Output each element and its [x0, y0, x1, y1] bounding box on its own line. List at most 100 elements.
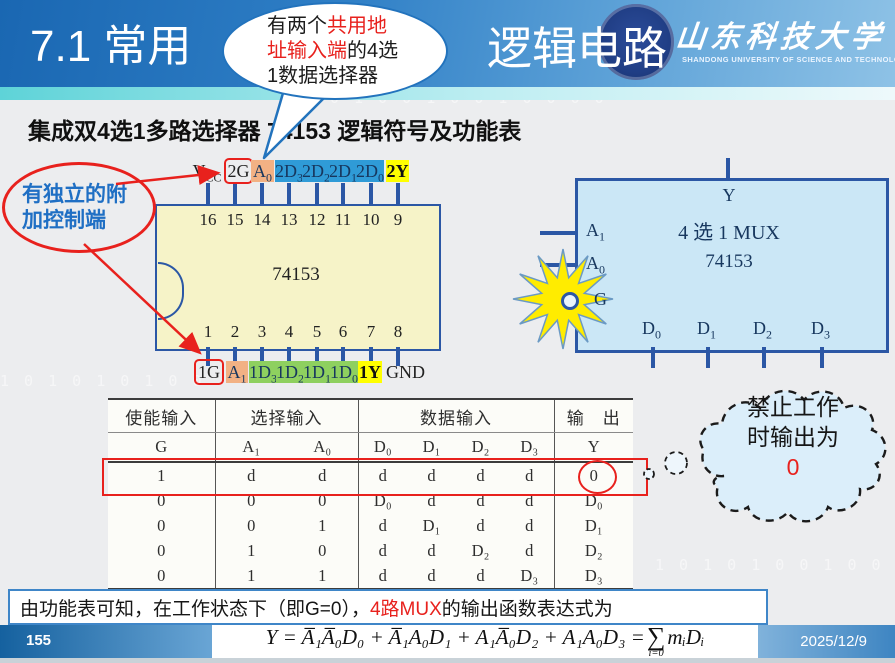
pin-label-1d1: 1D1: [303, 361, 331, 386]
pin-number: 16: [199, 210, 217, 229]
formula-lhs: Y = A̅₁A̅₀D₀ + A̅₁A₀D₁ + A₁A̅₀D₂ + A₁A₀D…: [265, 624, 645, 649]
speech-bubble-text: 有两个共用地址输入端的4选1数据选择器: [267, 14, 399, 87]
pin-number: 7: [366, 322, 376, 341]
pin-label-1d3: 1D3: [249, 361, 277, 386]
thought-cloud: [699, 389, 887, 523]
speech-bubble: 有两个共用地址输入端的4选1数据选择器: [222, 2, 448, 100]
pin-label-2d0: 2D0: [356, 160, 384, 185]
header-divider-strip: [0, 87, 895, 100]
background-pattern: 1 0 1 0 1 0 1 0 0: [0, 372, 205, 390]
chip-74153-body: [155, 204, 441, 351]
pin-number: 1: [203, 322, 213, 341]
pin-stub: [369, 347, 373, 366]
pin-number: 13: [280, 210, 298, 229]
mux-symbol-box: [575, 178, 889, 353]
table-group-header-row: 使能输入 选择输入 数据输入 输 出: [108, 399, 633, 433]
thought-cloud-text: 禁止工作 时输出为 0: [712, 392, 874, 482]
pin-number: 8: [393, 322, 403, 341]
page-number: 155: [26, 632, 52, 649]
mux-data-stub: [651, 347, 655, 368]
pin-label-a1: A1: [226, 361, 248, 386]
highlight-output-zero: [578, 460, 617, 494]
table-column-header-row: G A₁ A₀ D₀ D₁ D₂ D₃ Y: [108, 432, 633, 463]
mux-output-stub: [726, 158, 730, 178]
pin-label-1d2: 1D2: [276, 361, 304, 386]
callout-independent-control: 有独立的附加控制端: [2, 162, 156, 253]
page-title-left: 7.1 常用: [30, 22, 192, 71]
highlight-disabled-row: [102, 458, 648, 496]
header-banner: [0, 0, 895, 87]
pin-label-1y: 1Y: [358, 361, 382, 383]
mux-title: 4 选 1 MUX: [678, 222, 780, 244]
mux-label-d0: D0: [642, 318, 661, 342]
pin-stub: [233, 183, 237, 204]
pin-label-2g: 2G: [224, 158, 253, 184]
chip-name: 74153: [272, 264, 320, 285]
pin-number: 4: [284, 322, 294, 341]
pin-number: 14: [253, 210, 271, 229]
formula-rhs: mᵢDᵢ: [667, 624, 705, 649]
pin-stub: [287, 183, 291, 204]
bottom-strip: [0, 658, 895, 663]
pin-number: 12: [308, 210, 326, 229]
pin-stub: [341, 183, 345, 204]
mux-data-stub: [762, 347, 766, 368]
pin-stub: [315, 183, 319, 204]
conclusion-text: 由功能表可知，在工作状态下（即G=0），4路MUX的输出函数表达式为: [8, 589, 768, 625]
pin-stub: [396, 183, 400, 204]
table-row: 0 0 1 d D₁ d d D₁: [108, 513, 633, 538]
mux-input-stub-a0: [540, 263, 575, 267]
background-pattern: 1 0 1 0 1 0 0 1 0 0 0: [655, 556, 895, 574]
pin-stub: [260, 347, 264, 366]
pin-number: 10: [362, 210, 380, 229]
table-row: 0 1 0 d d D₂ d D₂: [108, 538, 633, 563]
university-name: 山东科技大学: [673, 20, 888, 55]
active-low-bubble: [561, 292, 579, 310]
pin-stub: [341, 347, 345, 366]
thought-trail-dot: [664, 451, 688, 475]
pin-number: 15: [226, 210, 244, 229]
page-title-right: 逻辑电路: [487, 23, 668, 74]
pin-stub: [260, 183, 264, 204]
pin-number: 6: [338, 322, 348, 341]
pin-number: 3: [257, 322, 267, 341]
pin-stub: [287, 347, 291, 366]
pin-stub: [206, 183, 210, 204]
date: 2025/12/9: [800, 633, 867, 650]
mux-label-d2: D2: [753, 318, 772, 342]
pin-stub: [396, 347, 400, 366]
pin-number: 5: [312, 322, 322, 341]
mux-input-stub-a1: [540, 231, 575, 235]
mux-label-a1: A1: [586, 220, 605, 244]
mux-data-stub: [820, 347, 824, 368]
section-subtitle: 集成双4选1多路选择器 74153 逻辑符号及功能表: [28, 118, 522, 144]
pin-label-2d3: 2D3: [275, 160, 303, 185]
cloud-zero: 0: [786, 454, 800, 480]
pin-number: 11: [334, 210, 352, 229]
mux-label-g: G: [594, 289, 607, 309]
table-row: 0 1 1 d d d D₃ D₃: [108, 563, 633, 589]
pin-stub: [315, 347, 319, 366]
mux-part-number: 74153: [705, 251, 753, 272]
mux-label-a0: A0: [586, 253, 605, 277]
callout-independent-control-text: 有独立的附加控制端: [22, 182, 127, 232]
pin-label-2y: 2Y: [386, 160, 409, 182]
mux-output-label: Y: [722, 185, 736, 205]
mux-label-d1: D1: [697, 318, 716, 342]
pin-number: 2: [230, 322, 240, 341]
mux-data-stub: [706, 347, 710, 368]
pin-stub: [233, 347, 237, 366]
mux-label-d3: D3: [811, 318, 830, 342]
pin-stub: [206, 347, 210, 366]
university-logo-badge: [598, 4, 674, 80]
pin-label-1d0: 1D0: [330, 361, 358, 386]
pin-label-gnd: GND: [386, 362, 425, 382]
table-row: 0 0 0 D₀ d d d D₀: [108, 488, 633, 513]
pin-number: 9: [393, 210, 403, 229]
pin-stub: [369, 183, 373, 204]
university-name-english: SHANDONG UNIVERSITY OF SCIENCE AND TECHN…: [682, 55, 895, 64]
pin-label-1g: 1G: [194, 359, 224, 385]
pin-label-2d2: 2D2: [302, 160, 330, 185]
pin-label-2d1: 2D1: [329, 160, 357, 185]
